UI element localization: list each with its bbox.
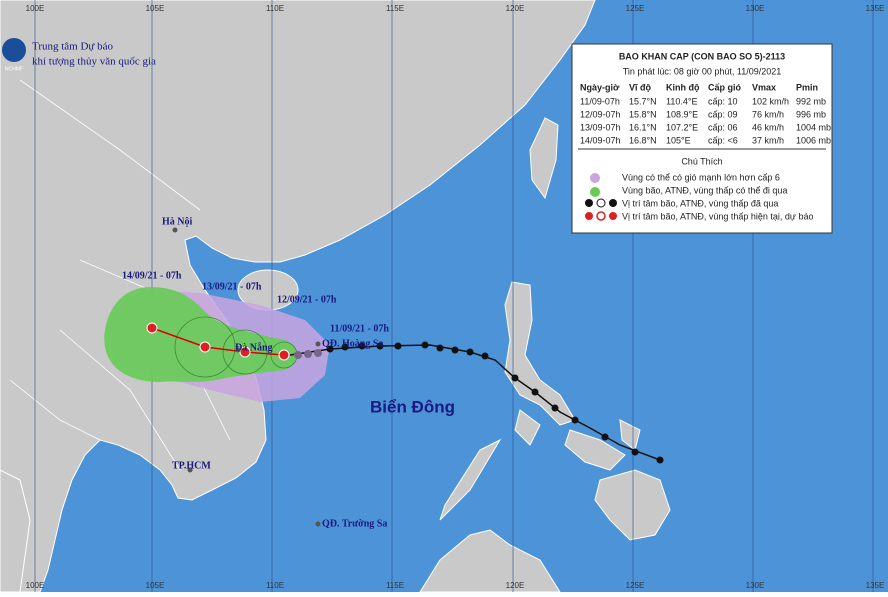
table-cell: 11/09-07h bbox=[580, 96, 620, 106]
table-cell: cấp: <6 bbox=[708, 135, 738, 145]
table-cell: 14/09-07h bbox=[580, 135, 621, 145]
borneo bbox=[419, 529, 561, 593]
table-header: Vĩ độ bbox=[629, 82, 652, 92]
forecast-track bbox=[151, 327, 285, 356]
table-header: Cấp gió bbox=[708, 82, 742, 92]
place-label: QĐ. Trường Sa bbox=[322, 518, 387, 529]
track-label: 14/09/21 - 07h bbox=[122, 270, 182, 281]
table-cell: 107.2°E bbox=[666, 122, 698, 132]
table-cell: 108.9°E bbox=[666, 109, 698, 119]
lon-label: 135E bbox=[866, 4, 885, 13]
table-cell: 15.7°N bbox=[629, 96, 657, 106]
lon-label: 120E bbox=[506, 581, 525, 590]
legend-icon bbox=[585, 211, 617, 221]
table-cell: 16.1°N bbox=[629, 122, 657, 132]
track-label: 12/09/21 - 07h bbox=[277, 294, 337, 305]
org-name: Trung tâm Dự báo bbox=[32, 41, 114, 53]
table-cell: cấp: 10 bbox=[708, 96, 738, 106]
place-label: QĐ. Hoàng Sa bbox=[322, 338, 383, 349]
table-cell: 37 km/h bbox=[752, 135, 784, 145]
table-header: Ngày-giờ bbox=[580, 82, 620, 92]
track-label: 11/09/21 - 07h bbox=[330, 323, 389, 334]
org-name: khí tượng thủy văn quốc gia bbox=[32, 56, 156, 68]
past-track bbox=[289, 344, 661, 461]
table-cell: 16.8°N bbox=[629, 135, 657, 145]
palawan bbox=[439, 438, 502, 521]
grey-positions bbox=[294, 349, 322, 359]
lon-label: 130E bbox=[746, 4, 765, 13]
legend-item: Vùng bão, ATNĐ, vùng thấp có thể đi qua bbox=[622, 185, 787, 195]
lon-label: 125E bbox=[626, 4, 645, 13]
table-header: Kinh độ bbox=[666, 82, 700, 92]
track-label: 13/09/21 - 07h bbox=[202, 281, 262, 292]
table-cell: 102 km/h bbox=[752, 96, 789, 106]
logo-text: NCHMF bbox=[5, 66, 23, 72]
table-cell: 13/09-07h bbox=[580, 122, 621, 132]
lon-label: 125E bbox=[626, 581, 645, 590]
storm-zone-outlines bbox=[174, 316, 298, 378]
gulf-of-thailand bbox=[68, 446, 165, 560]
table-cell: 996 mb bbox=[796, 109, 826, 119]
lon-label: 110E bbox=[266, 581, 284, 590]
past-positions bbox=[326, 341, 664, 464]
luzon bbox=[504, 281, 576, 426]
lon-label: 110E bbox=[266, 4, 284, 13]
table-cell: 12/09-07h bbox=[580, 109, 621, 119]
place-label: TP.HCM bbox=[172, 460, 211, 471]
table-header: Pmin bbox=[796, 82, 818, 92]
table-cell: 76 km/h bbox=[752, 109, 784, 119]
table-cell: 1006 mb bbox=[796, 135, 831, 145]
place-label: Đà Nẵng bbox=[235, 342, 273, 353]
legend-icon bbox=[585, 198, 617, 208]
malay bbox=[0, 469, 31, 593]
table-cell: 1004 mb bbox=[796, 122, 831, 132]
table-cell: cấp: 06 bbox=[708, 122, 738, 132]
lon-label: 130E bbox=[746, 581, 765, 590]
lon-label: 100E bbox=[26, 4, 45, 13]
table-cell: cấp: 09 bbox=[708, 109, 738, 119]
storm-zone bbox=[104, 287, 297, 382]
lon-label: 120E bbox=[506, 4, 525, 13]
table-header: Vmax bbox=[752, 82, 776, 92]
legend-item: Vị trí tâm bão, ATNĐ, vùng thấp đã qua bbox=[622, 198, 778, 208]
logo bbox=[2, 38, 26, 62]
legend-title: Chú Thích bbox=[681, 156, 722, 166]
table-cell: 110.4°E bbox=[666, 96, 697, 106]
table-cell: 105°E bbox=[666, 135, 691, 145]
table-cell: 46 km/h bbox=[752, 122, 784, 132]
lon-label: 100E bbox=[26, 581, 45, 590]
table-cell: 15.8°N bbox=[629, 109, 657, 119]
lon-label: 135E bbox=[866, 581, 885, 590]
info-issued: Tin phát lúc: 08 giờ 00 phút, 11/09/2021 bbox=[623, 66, 782, 76]
lon-label: 105E bbox=[146, 4, 165, 13]
lon-label: 115E bbox=[386, 4, 404, 13]
legend-item: Vùng có thể có gió mạnh lớn hơn cấp 6 bbox=[622, 172, 780, 182]
legend-icon bbox=[590, 173, 600, 183]
place-dots bbox=[172, 227, 321, 527]
info-title: BAO KHAN CAP (CON BAO SO 5)-2113 bbox=[619, 51, 785, 61]
place-label: Hà Nội bbox=[162, 216, 193, 227]
forecast-positions bbox=[146, 322, 290, 361]
taiwan bbox=[529, 117, 559, 200]
sea-label: Biển Đông bbox=[370, 397, 455, 416]
lon-label: 115E bbox=[386, 581, 404, 590]
legend-item: Vị trí tâm bão, ATNĐ, vùng thấp hiện tại… bbox=[622, 211, 813, 221]
lon-label: 105E bbox=[146, 581, 165, 590]
table-cell: 992 mb bbox=[796, 96, 826, 106]
legend-icon bbox=[590, 187, 600, 197]
mindanao bbox=[594, 469, 671, 541]
